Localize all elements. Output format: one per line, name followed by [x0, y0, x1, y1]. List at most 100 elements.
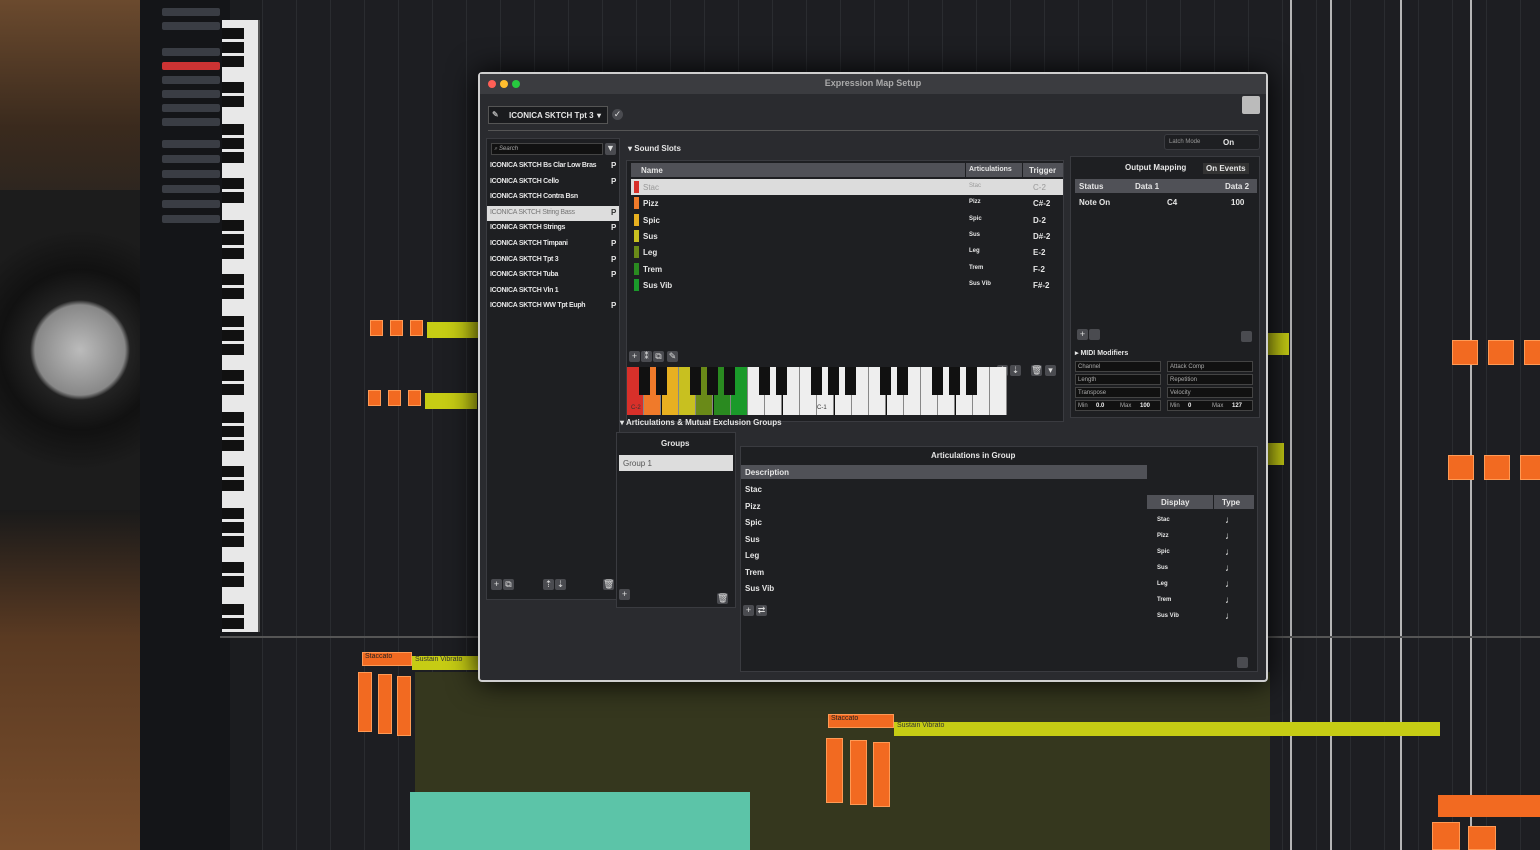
slot-color-swatch[interactable]	[634, 181, 639, 193]
max-value[interactable]: 100	[1140, 403, 1151, 409]
delete-group-button[interactable]: 🗑	[717, 593, 729, 604]
articulation-display[interactable]: Leg	[1157, 581, 1168, 587]
black-key[interactable]	[222, 28, 244, 39]
inspector-item[interactable]	[162, 104, 220, 112]
staccato-bar[interactable]	[826, 738, 843, 803]
map-list-item[interactable]: ICONICA SKTCH Timpani P	[487, 237, 619, 252]
midi-note[interactable]	[368, 390, 381, 406]
sound-slot-row[interactable]: Spic Spic D-2	[631, 212, 1063, 228]
articulation-description[interactable]: Sus Vib	[745, 584, 775, 593]
black-key[interactable]	[222, 370, 244, 381]
black-key[interactable]	[222, 316, 244, 327]
column-header-type[interactable]: Type	[1214, 495, 1254, 509]
white-key[interactable]	[851, 367, 869, 415]
articulation-description[interactable]: Trem	[745, 567, 765, 577]
black-key[interactable]	[222, 56, 244, 67]
black-key[interactable]	[222, 192, 244, 203]
map-list-item[interactable]: ICONICA SKTCH Cello P	[487, 175, 619, 190]
maximize-button[interactable]	[512, 80, 520, 88]
slot-color-swatch[interactable]	[634, 262, 639, 275]
delete-map-button[interactable]: 🗑	[603, 579, 615, 590]
delete-output-button[interactable]	[1241, 331, 1252, 342]
sound-slot-row[interactable]: Stac Stac C-2	[631, 179, 1063, 195]
column-header-name[interactable]: Name	[631, 163, 965, 177]
staccato-bar[interactable]	[378, 674, 392, 734]
inspector-item[interactable]	[162, 155, 220, 163]
inspector-item[interactable]	[162, 48, 220, 56]
black-key[interactable]	[776, 367, 787, 395]
articulation-type-icon[interactable]: ♩	[1225, 515, 1235, 526]
black-key[interactable]	[759, 367, 770, 395]
staccato-bar[interactable]	[873, 742, 890, 807]
black-key[interactable]	[932, 367, 943, 395]
inspector-item[interactable]	[162, 118, 220, 126]
staccato-bar[interactable]	[397, 676, 411, 736]
sound-slot-row[interactable]: Pizz Pizz C#-2	[631, 195, 1063, 211]
min-value[interactable]: 0	[1188, 403, 1192, 409]
swap-button[interactable]: ⇄	[756, 605, 767, 616]
search-input[interactable]: ⌕ Search	[491, 143, 603, 155]
inspector-item[interactable]	[162, 90, 220, 98]
black-key[interactable]	[811, 367, 822, 395]
articulation-display[interactable]: Sus	[1157, 565, 1169, 571]
white-key[interactable]	[973, 367, 990, 415]
black-key[interactable]	[222, 274, 244, 285]
pin-icon[interactable]: ✎	[492, 110, 499, 119]
slot-color-swatch[interactable]	[634, 246, 639, 259]
midi-note[interactable]	[390, 320, 403, 336]
staccato-bar[interactable]	[358, 672, 372, 732]
black-key[interactable]	[222, 124, 244, 135]
lane-label-staccato[interactable]: Staccato	[828, 714, 894, 728]
staccato-bar[interactable]	[1468, 826, 1496, 850]
map-list-item[interactable]: ICONICA SKTCH Vln 1	[487, 284, 619, 299]
delete-slot-button[interactable]: 🗑	[1031, 365, 1043, 376]
on-events-dropdown[interactable]: On Events	[1203, 163, 1249, 174]
inspector-item[interactable]	[162, 185, 220, 193]
black-key[interactable]	[222, 562, 244, 573]
map-list-item[interactable]: ICONICA SKTCH String Bass P	[487, 205, 619, 221]
black-key[interactable]	[222, 536, 244, 547]
close-button[interactable]	[488, 80, 496, 88]
black-key[interactable]	[222, 82, 244, 93]
midi-note[interactable]	[425, 393, 477, 409]
white-key[interactable]	[730, 367, 748, 415]
midi-note[interactable]	[1520, 455, 1540, 480]
sound-slot-row[interactable]: Leg Leg E-2	[631, 244, 1063, 260]
articulation-type-icon[interactable]: ♩	[1225, 579, 1235, 590]
black-key[interactable]	[707, 367, 718, 395]
black-key[interactable]	[966, 367, 977, 395]
black-key[interactable]	[656, 367, 667, 395]
slot-color-swatch[interactable]	[634, 278, 639, 291]
black-key[interactable]	[222, 604, 244, 615]
articulation-display[interactable]: Stac	[1157, 517, 1170, 523]
midi-modifier-field[interactable]: Repetition	[1167, 374, 1253, 385]
apply-icon[interactable]: ✓	[612, 109, 623, 120]
import-button[interactable]: ⇡	[543, 579, 554, 590]
move-down-button[interactable]: ⇣	[1010, 365, 1021, 376]
midi-note[interactable]	[408, 390, 421, 406]
window-settings-button[interactable]	[1242, 96, 1260, 114]
add-map-button[interactable]: +	[491, 579, 502, 590]
midi-note[interactable]	[1448, 455, 1474, 480]
articulation-display[interactable]: Pizz	[1157, 533, 1169, 539]
column-header-articulations[interactable]: Articulations	[966, 163, 1022, 177]
black-key[interactable]	[222, 234, 244, 245]
slot-color-swatch[interactable]	[634, 197, 639, 210]
midi-modifier-field[interactable]: Channel	[1075, 361, 1161, 372]
black-key[interactable]	[845, 367, 856, 395]
black-key[interactable]	[724, 367, 735, 395]
column-header-description[interactable]: Description	[741, 465, 1147, 479]
midi-note[interactable]	[1484, 455, 1510, 480]
inspector-item[interactable]	[162, 76, 220, 84]
articulation-type-icon[interactable]: ♩	[1225, 563, 1235, 574]
black-key[interactable]	[222, 288, 244, 299]
edit-icon[interactable]: ✎	[667, 351, 678, 362]
inspector-item[interactable]	[162, 200, 220, 208]
black-key[interactable]	[222, 508, 244, 519]
map-selector[interactable]: ✎ ICONICA SKTCH Tpt 3 ▾	[488, 106, 608, 124]
map-list-item[interactable]: ICONICA SKTCH Bs Clar Low Bras P	[487, 159, 619, 174]
midi-modifier-field[interactable]: Length	[1075, 374, 1161, 385]
add-slots-button[interactable]: ⁑	[641, 351, 652, 362]
articulation-description[interactable]: Stac	[745, 485, 762, 494]
black-key[interactable]	[828, 367, 839, 395]
